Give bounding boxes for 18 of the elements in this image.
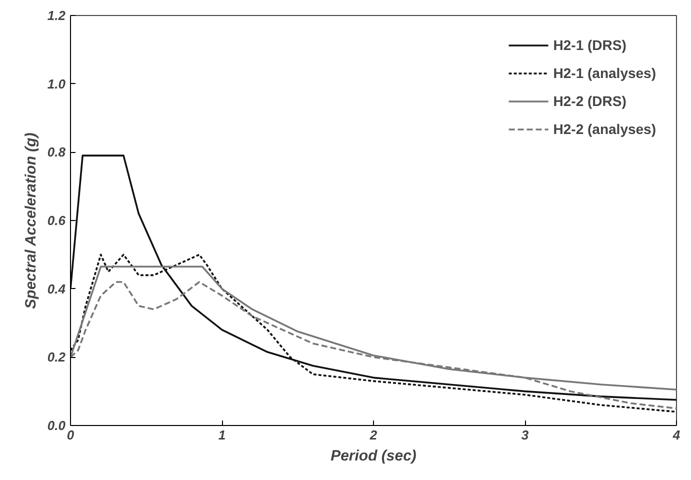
x-tick-label: 2 [368,428,378,442]
y-tick-label: 0.4 [47,281,66,296]
legend-label: H2-1 (DRS) [553,37,626,53]
y-tick-label: 0.6 [47,213,66,228]
y-axis-title: Spectral Acceleration (g) [22,132,40,309]
y-tick-label: 1.2 [47,8,66,23]
y-tick-label: 0.8 [47,144,66,160]
x-axis-title: Period (sec) [330,448,416,464]
x-tick-label: 1 [218,428,226,442]
x-tick-label: 0 [66,428,75,442]
legend-label: H2-1 (analyses) [553,65,656,81]
y-tick-label: 0.0 [47,418,66,433]
x-tick-label: 3 [521,428,530,442]
legend-label: H2-2 (analyses) [553,121,656,137]
legend-label: H2-2 (DRS) [553,93,626,109]
y-tick-label: 1.0 [47,76,66,92]
x-tick-label: 4 [672,428,681,442]
y-tick-label: 0.2 [47,350,66,365]
